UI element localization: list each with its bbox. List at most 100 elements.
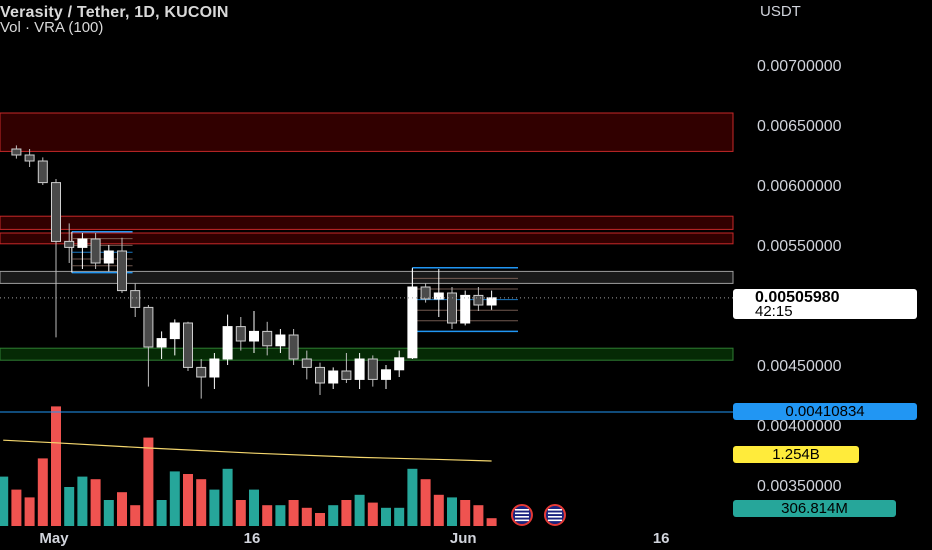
candle-body: [64, 240, 75, 248]
volume-bar: [288, 500, 299, 526]
volume-bar: [143, 437, 154, 526]
candle-body: [37, 160, 48, 184]
volume-bar: [169, 471, 180, 526]
candle-body: [328, 370, 339, 384]
volume-bar: [130, 505, 141, 526]
candle-body: [183, 322, 193, 368]
candle-body: [315, 366, 325, 384]
candle-body: [341, 370, 352, 380]
volume-bar: [196, 479, 207, 526]
volume-bar: [420, 479, 431, 526]
volume-bar: [77, 476, 88, 526]
flag-circle: [543, 504, 566, 526]
flag-stripe: [547, 516, 562, 518]
candle-body: [103, 250, 114, 264]
volume-bar: [183, 474, 193, 526]
event-flags: [510, 504, 566, 526]
candle-body: [169, 322, 180, 340]
volume-bar: [64, 487, 75, 526]
candle-body: [275, 334, 286, 347]
volume-bar: [447, 497, 457, 526]
time-tick-label: Jun: [450, 530, 477, 547]
flag-stripe: [547, 509, 562, 511]
time-tick-label: 16: [244, 530, 261, 547]
flag-stripe: [514, 516, 529, 518]
candle-body: [77, 238, 88, 248]
volume-indicator-label[interactable]: Vol · VRA (100): [0, 19, 104, 36]
candle-body: [420, 286, 431, 300]
volume-bar: [24, 497, 35, 526]
volume-bar: [473, 505, 484, 526]
candle-body: [288, 334, 299, 360]
volume-ma-badge: 1.254B: [733, 446, 859, 463]
horizontal-line-badge: 0.00410834: [733, 403, 917, 420]
candle-body: [367, 358, 378, 380]
flag-stripe: [514, 512, 529, 515]
volume-bar: [460, 500, 471, 526]
resistance-zone: [0, 232, 734, 245]
currency-label: USDT: [760, 3, 801, 20]
volume-bar: [315, 513, 325, 526]
volume-bar: [381, 507, 391, 526]
price-tick-label: 0.00700000: [757, 58, 842, 75]
candle-body: [460, 294, 471, 324]
volume-bar: [341, 500, 352, 526]
candle-body: [51, 182, 61, 242]
volume-bar: [394, 507, 405, 526]
candle-body: [354, 358, 365, 380]
flag-circle: [510, 504, 533, 526]
zone-layer: [0, 112, 734, 361]
time-tick-label: May: [39, 530, 69, 547]
volume-bar: [117, 492, 127, 526]
candle-body: [143, 306, 154, 348]
candle-body: [90, 238, 101, 264]
candle-body: [486, 297, 497, 306]
last-price-badge: 0.00505980 42:15: [733, 289, 917, 320]
support-zone: [0, 347, 734, 361]
volume-bar: [249, 489, 259, 526]
volume-bar: [433, 494, 444, 526]
candle-body: [209, 358, 220, 378]
candle-body: [262, 330, 273, 347]
candle-body: [11, 148, 22, 156]
candle-body: [117, 250, 127, 292]
candle-body: [433, 292, 444, 300]
flag-stripe: [514, 519, 529, 522]
resistance-zone: [0, 112, 734, 152]
volume-bar: [262, 505, 273, 526]
time-tick-label: 16: [653, 530, 670, 547]
us-flag-icon: [510, 504, 533, 526]
range-zone: [0, 270, 734, 284]
volume-bar: [222, 468, 233, 526]
price-tick-label: 0.00350000: [757, 478, 842, 495]
flag-stripe: [547, 512, 562, 515]
candle-body: [196, 366, 207, 378]
volume-bar: [11, 489, 22, 526]
volume-bar: [486, 518, 497, 526]
candle-body: [301, 358, 312, 368]
flag-stripe: [514, 509, 529, 511]
volume-badge: 306.814M: [733, 500, 896, 517]
candle-body: [473, 294, 484, 306]
price-axis[interactable]: 0.00700000 0.00650000 0.00600000 0.00550000…: [757, 58, 842, 495]
candle-countdown: 42:15: [755, 303, 793, 320]
volume-bar: [301, 507, 312, 526]
volume-ma-line: [3, 439, 492, 462]
chart-title: Verasity / Tether, 1D, KUCOIN: [0, 4, 229, 21]
volume-layer: [0, 406, 497, 526]
price-tick-label: 0.00600000: [757, 178, 842, 195]
volume-bar: [328, 505, 339, 526]
volume-bar: [275, 505, 286, 526]
time-axis[interactable]: May 16 Jun 16: [39, 530, 669, 547]
candle-body: [407, 286, 418, 359]
volume-bar: [90, 479, 101, 526]
price-tick-label: 0.00400000: [757, 418, 842, 435]
volume-bar: [51, 406, 61, 526]
price-tick-label: 0.00450000: [757, 358, 842, 375]
candle-body: [394, 357, 405, 371]
candle-body: [222, 326, 233, 360]
range-boxes: [71, 231, 518, 333]
candle-body: [447, 292, 457, 324]
volume-bar: [235, 500, 246, 526]
